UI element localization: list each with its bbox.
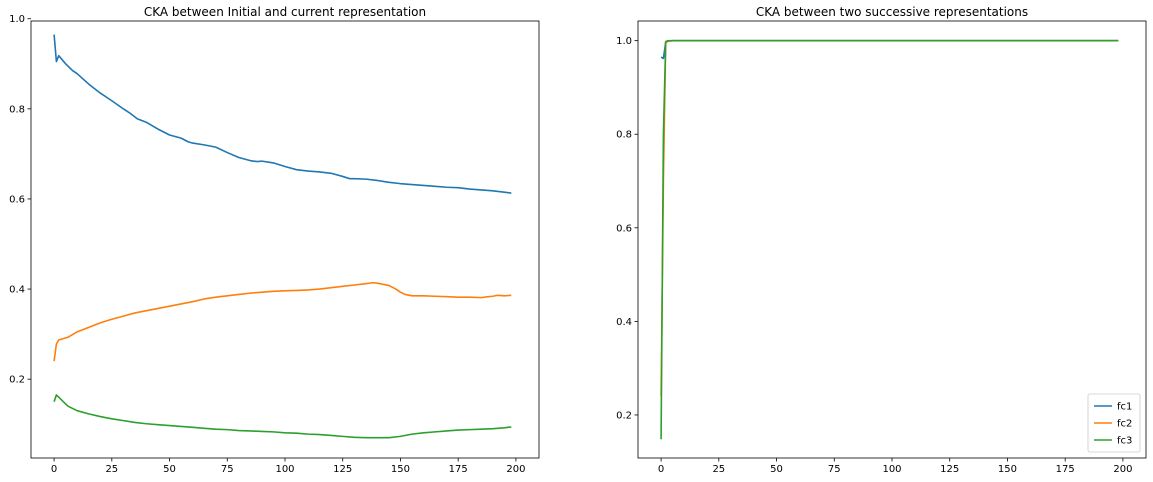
- legend-box: [1087, 393, 1141, 453]
- x-tick-label: 50: [770, 464, 783, 475]
- y-tick-label: 1.0: [616, 36, 632, 47]
- y-tick-label: 1.0: [9, 14, 25, 25]
- y-tick-label: 0.6: [9, 194, 25, 205]
- plot-frame: [30, 20, 540, 459]
- x-tick-label: 100: [275, 464, 294, 475]
- x-tick-label: 150: [391, 464, 410, 475]
- x-tick-label: 125: [940, 464, 959, 475]
- chart-title: CKA between Initial and current represen…: [144, 5, 426, 19]
- x-tick-label: 25: [105, 464, 118, 475]
- series-line-fc1: [660, 39, 1119, 60]
- series-line-fc3: [53, 394, 512, 439]
- x-tick-label: 150: [998, 464, 1017, 475]
- x-tick-label: 100: [882, 464, 901, 475]
- legend-label-fc3: fc3: [1117, 436, 1132, 447]
- legend-label-fc1: fc1: [1117, 402, 1132, 413]
- legend: fc1 fc2 fc3: [1087, 393, 1141, 453]
- series-line-fc2: [660, 39, 1119, 397]
- series-line-fc1: [53, 34, 512, 194]
- y-tick-label: 0.2: [616, 410, 632, 421]
- series-line-fc3: [660, 39, 1119, 440]
- y-tick-label: 0.8: [616, 130, 632, 141]
- y-tick-label: 0.2: [9, 375, 25, 386]
- x-tick-label: 175: [1056, 464, 1075, 475]
- chart-right: CKA between two successive representatio…: [616, 5, 1147, 475]
- x-tick-label: 200: [1113, 464, 1132, 475]
- x-tick-label: 75: [221, 464, 234, 475]
- x-tick-label: 0: [51, 464, 57, 475]
- y-tick-label: 0.6: [616, 223, 632, 234]
- x-tick-label: 50: [163, 464, 176, 475]
- y-tick-label: 0.4: [616, 317, 632, 328]
- chart-title: CKA between two successive representatio…: [756, 5, 1028, 19]
- y-tick-label: 0.4: [9, 285, 25, 296]
- x-tick-label: 175: [449, 464, 468, 475]
- legend-label-fc2: fc2: [1117, 419, 1132, 430]
- x-tick-label: 0: [658, 464, 664, 475]
- x-tick-label: 125: [333, 464, 352, 475]
- series-line-fc2: [53, 281, 512, 362]
- y-tick-label: 0.8: [9, 104, 25, 115]
- x-tick-label: 25: [712, 464, 725, 475]
- x-tick-label: 200: [506, 464, 525, 475]
- x-tick-label: 75: [828, 464, 841, 475]
- chart-left: CKA between Initial and current represen…: [9, 5, 540, 475]
- plot-frame: [637, 20, 1147, 459]
